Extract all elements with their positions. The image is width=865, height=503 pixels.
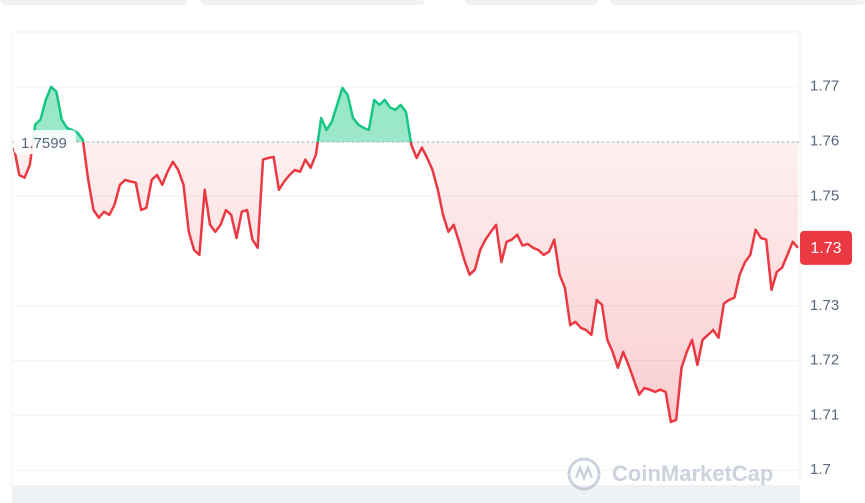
y-tick-label: 1.76 — [810, 133, 839, 150]
tab[interactable] — [465, 0, 598, 5]
volume-strip — [12, 485, 800, 503]
tab[interactable] — [0, 0, 188, 5]
y-tick-label: 1.7 — [810, 461, 831, 478]
price-badge-box — [800, 230, 852, 265]
price-badge: 1.73 — [810, 240, 841, 257]
baseline-label-box — [14, 130, 76, 155]
watermark: CoinMarketCap — [567, 457, 773, 491]
y-tick-label: 1.73 — [810, 297, 839, 314]
baseline-label: 1.7599 — [21, 135, 67, 152]
tab[interactable] — [610, 0, 865, 5]
y-tick-label: 1.72 — [810, 352, 839, 369]
price-line — [12, 85, 799, 424]
y-tick-label: 1.77 — [810, 78, 839, 95]
y-tick-label: 1.71 — [810, 406, 839, 423]
y-tick-label: 1.75 — [810, 187, 839, 204]
tab[interactable] — [200, 0, 425, 5]
brand: CoinMarketCap — [612, 461, 773, 486]
area-down — [14, 142, 798, 422]
